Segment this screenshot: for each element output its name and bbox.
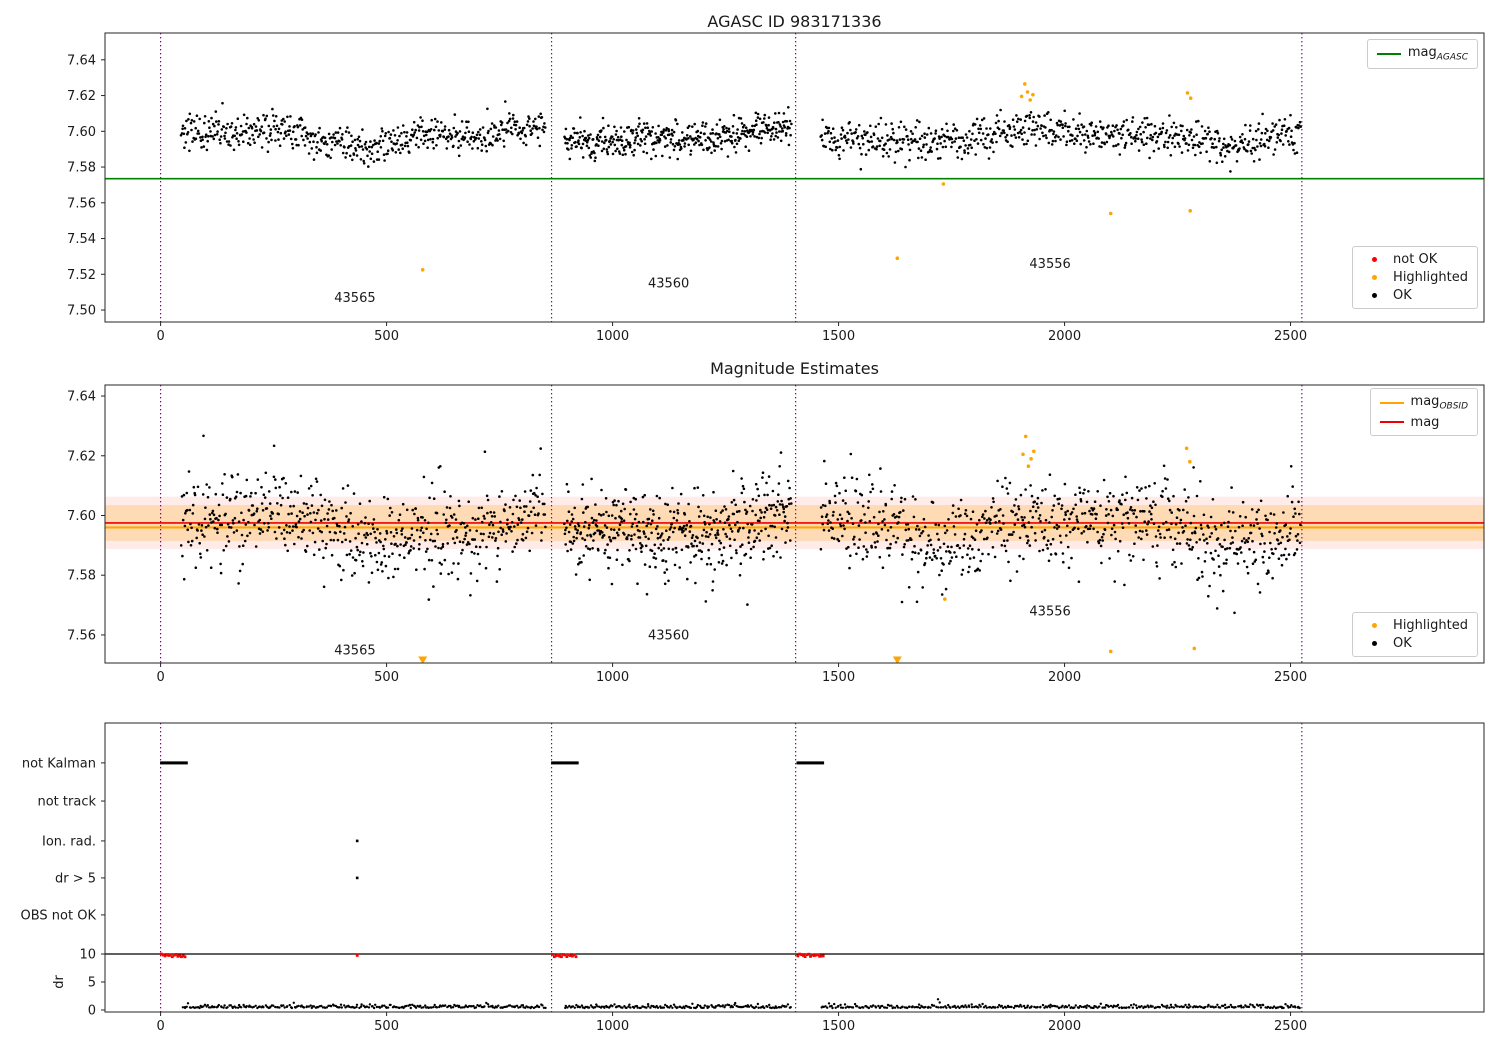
legend-item-highlighted: Highlighted: [1362, 618, 1468, 633]
flag-row-label: Ion. rad.: [42, 834, 96, 849]
x-tick-label: 1000: [596, 329, 629, 344]
x-tick-label: 500: [374, 670, 399, 685]
clipped-point-triangle: [892, 656, 902, 663]
y-tick-label: 7.64: [67, 53, 96, 68]
x-tick-label: 500: [374, 329, 399, 344]
y-tick-label: 7.50: [67, 304, 96, 319]
ok-points: [179, 100, 1302, 173]
chart-title-magnitude-estimates: Magnitude Estimates: [710, 359, 879, 378]
x-tick-label: 2500: [1274, 670, 1307, 685]
legend-line-sample: [1379, 417, 1404, 427]
legend-item-highlighted: Highlighted: [1362, 270, 1468, 285]
y-tick-label: 7.64: [67, 390, 96, 405]
y-tick-label: 7.56: [67, 628, 96, 643]
legend-item-mag-obsid: magOBSID: [1379, 394, 1468, 412]
legend-label: not OK: [1393, 252, 1438, 267]
ok-dr-points: [181, 998, 1301, 1010]
flag-marks: [355, 876, 359, 880]
agasc-mag-plot: 43565 43560 43556 7.50 7.52 7.54 7.56 7.58 7.60 7…: [67, 32, 1485, 344]
clipped-point-triangle: [418, 656, 428, 663]
obsid-annotation: 43565: [334, 291, 375, 306]
y-tick-label: 7.56: [67, 196, 96, 211]
legend-dot-marker: [1362, 273, 1386, 283]
y-tick-label: 7.52: [67, 268, 96, 283]
legend-dot-marker: [1362, 621, 1386, 631]
plot-area: 43565 43560 43556: [105, 385, 1484, 663]
x-tick-label: 0: [156, 670, 164, 685]
x-tick-label: 500: [374, 1019, 399, 1034]
axes-spines: [104, 384, 1485, 664]
highlighted-points: [418, 434, 1197, 663]
legend-item-not-ok: not OK: [1362, 252, 1468, 267]
legend-item-ok: OK: [1362, 288, 1468, 303]
x-tick-label: 1500: [822, 1019, 855, 1034]
flag-row-label: not track: [37, 795, 96, 810]
legend-label: OK: [1393, 288, 1412, 303]
legend-dot-marker: [1362, 291, 1386, 301]
axes-spines: [104, 722, 1485, 1013]
x-tick-label: 2500: [1274, 1019, 1307, 1034]
flag-row-label: dr > 5: [55, 871, 96, 886]
legend: not OK Highlighted OK: [1352, 246, 1478, 309]
not-ok-dr-points: [160, 952, 825, 959]
flag-row-label: OBS not OK: [21, 908, 97, 923]
chart-title-agasc-id: AGASC ID 983171336: [707, 12, 882, 31]
legend-label: Highlighted: [1393, 270, 1468, 285]
legend: Highlighted OK: [1352, 612, 1478, 657]
legend-label: Highlighted: [1393, 618, 1468, 633]
obsid-annotation: 43560: [648, 628, 689, 643]
x-tick-label: 1000: [596, 670, 629, 685]
x-tick-label: 1000: [596, 1019, 629, 1034]
legend: magOBSID mag: [1369, 388, 1478, 436]
x-tick-label: 2500: [1274, 329, 1307, 344]
dr-tick-label: 10: [79, 947, 96, 962]
y-tick-label: 7.60: [67, 125, 96, 140]
y-tick-label: 7.58: [67, 161, 96, 176]
legend-line-sample: [1379, 398, 1404, 408]
legend-label: OK: [1393, 636, 1412, 651]
x-tick-label: 2000: [1048, 329, 1081, 344]
dr-tick-label: 5: [88, 975, 96, 990]
flag-marks: [160, 761, 825, 765]
obsid-annotation: 43556: [1029, 605, 1070, 620]
axes-spines: [104, 32, 1485, 323]
y-tick-label: 7.60: [67, 509, 96, 524]
flag-marks: [355, 839, 359, 843]
legend: magAGASC: [1366, 39, 1478, 69]
y-tick-label: 7.62: [67, 449, 96, 464]
obsid-annotation: 43565: [334, 643, 375, 658]
x-tick-label: 0: [156, 329, 164, 344]
legend-line-sample: [1376, 49, 1401, 59]
magnitude-estimates-plot: 43565 43560 43556 7.56 7.58 7.60 7.62 7.64 0 500 1…: [67, 384, 1485, 685]
legend-label: mag: [1410, 414, 1440, 430]
y-tick-label: 7.54: [67, 232, 96, 247]
legend-label: magAGASC: [1407, 45, 1468, 63]
legend-item-ok: OK: [1362, 636, 1468, 651]
flags-dr-plot: not Kalman not track Ion. rad. dr > 5 OBS no…: [21, 722, 1485, 1034]
x-tick-label: 1500: [822, 670, 855, 685]
x-tick-label: 2000: [1048, 1019, 1081, 1034]
flag-row-label: not Kalman: [22, 756, 96, 771]
legend-item-mag-agasc: magAGASC: [1376, 45, 1468, 63]
y-tick-label: 7.62: [67, 89, 96, 104]
ok-points: [179, 434, 1302, 615]
x-tick-label: 2000: [1048, 670, 1081, 685]
plot-area: 43565 43560 43556: [105, 33, 1484, 322]
dr-tick-label: 0: [88, 1003, 96, 1018]
legend-label: magOBSID: [1410, 394, 1468, 412]
legend-dot-marker: [1362, 255, 1386, 265]
legend-dot-marker: [1362, 639, 1386, 649]
dr-axis-label: dr: [52, 975, 67, 989]
x-tick-label: 1500: [822, 329, 855, 344]
obsid-annotation: 43556: [1029, 257, 1070, 272]
legend-item-mag: mag: [1379, 414, 1468, 430]
plot-area: [105, 723, 1484, 1012]
highlighted-points: [420, 82, 1193, 272]
obsid-annotation: 43560: [648, 277, 689, 292]
x-tick-label: 0: [156, 1019, 164, 1034]
y-tick-label: 7.58: [67, 569, 96, 584]
